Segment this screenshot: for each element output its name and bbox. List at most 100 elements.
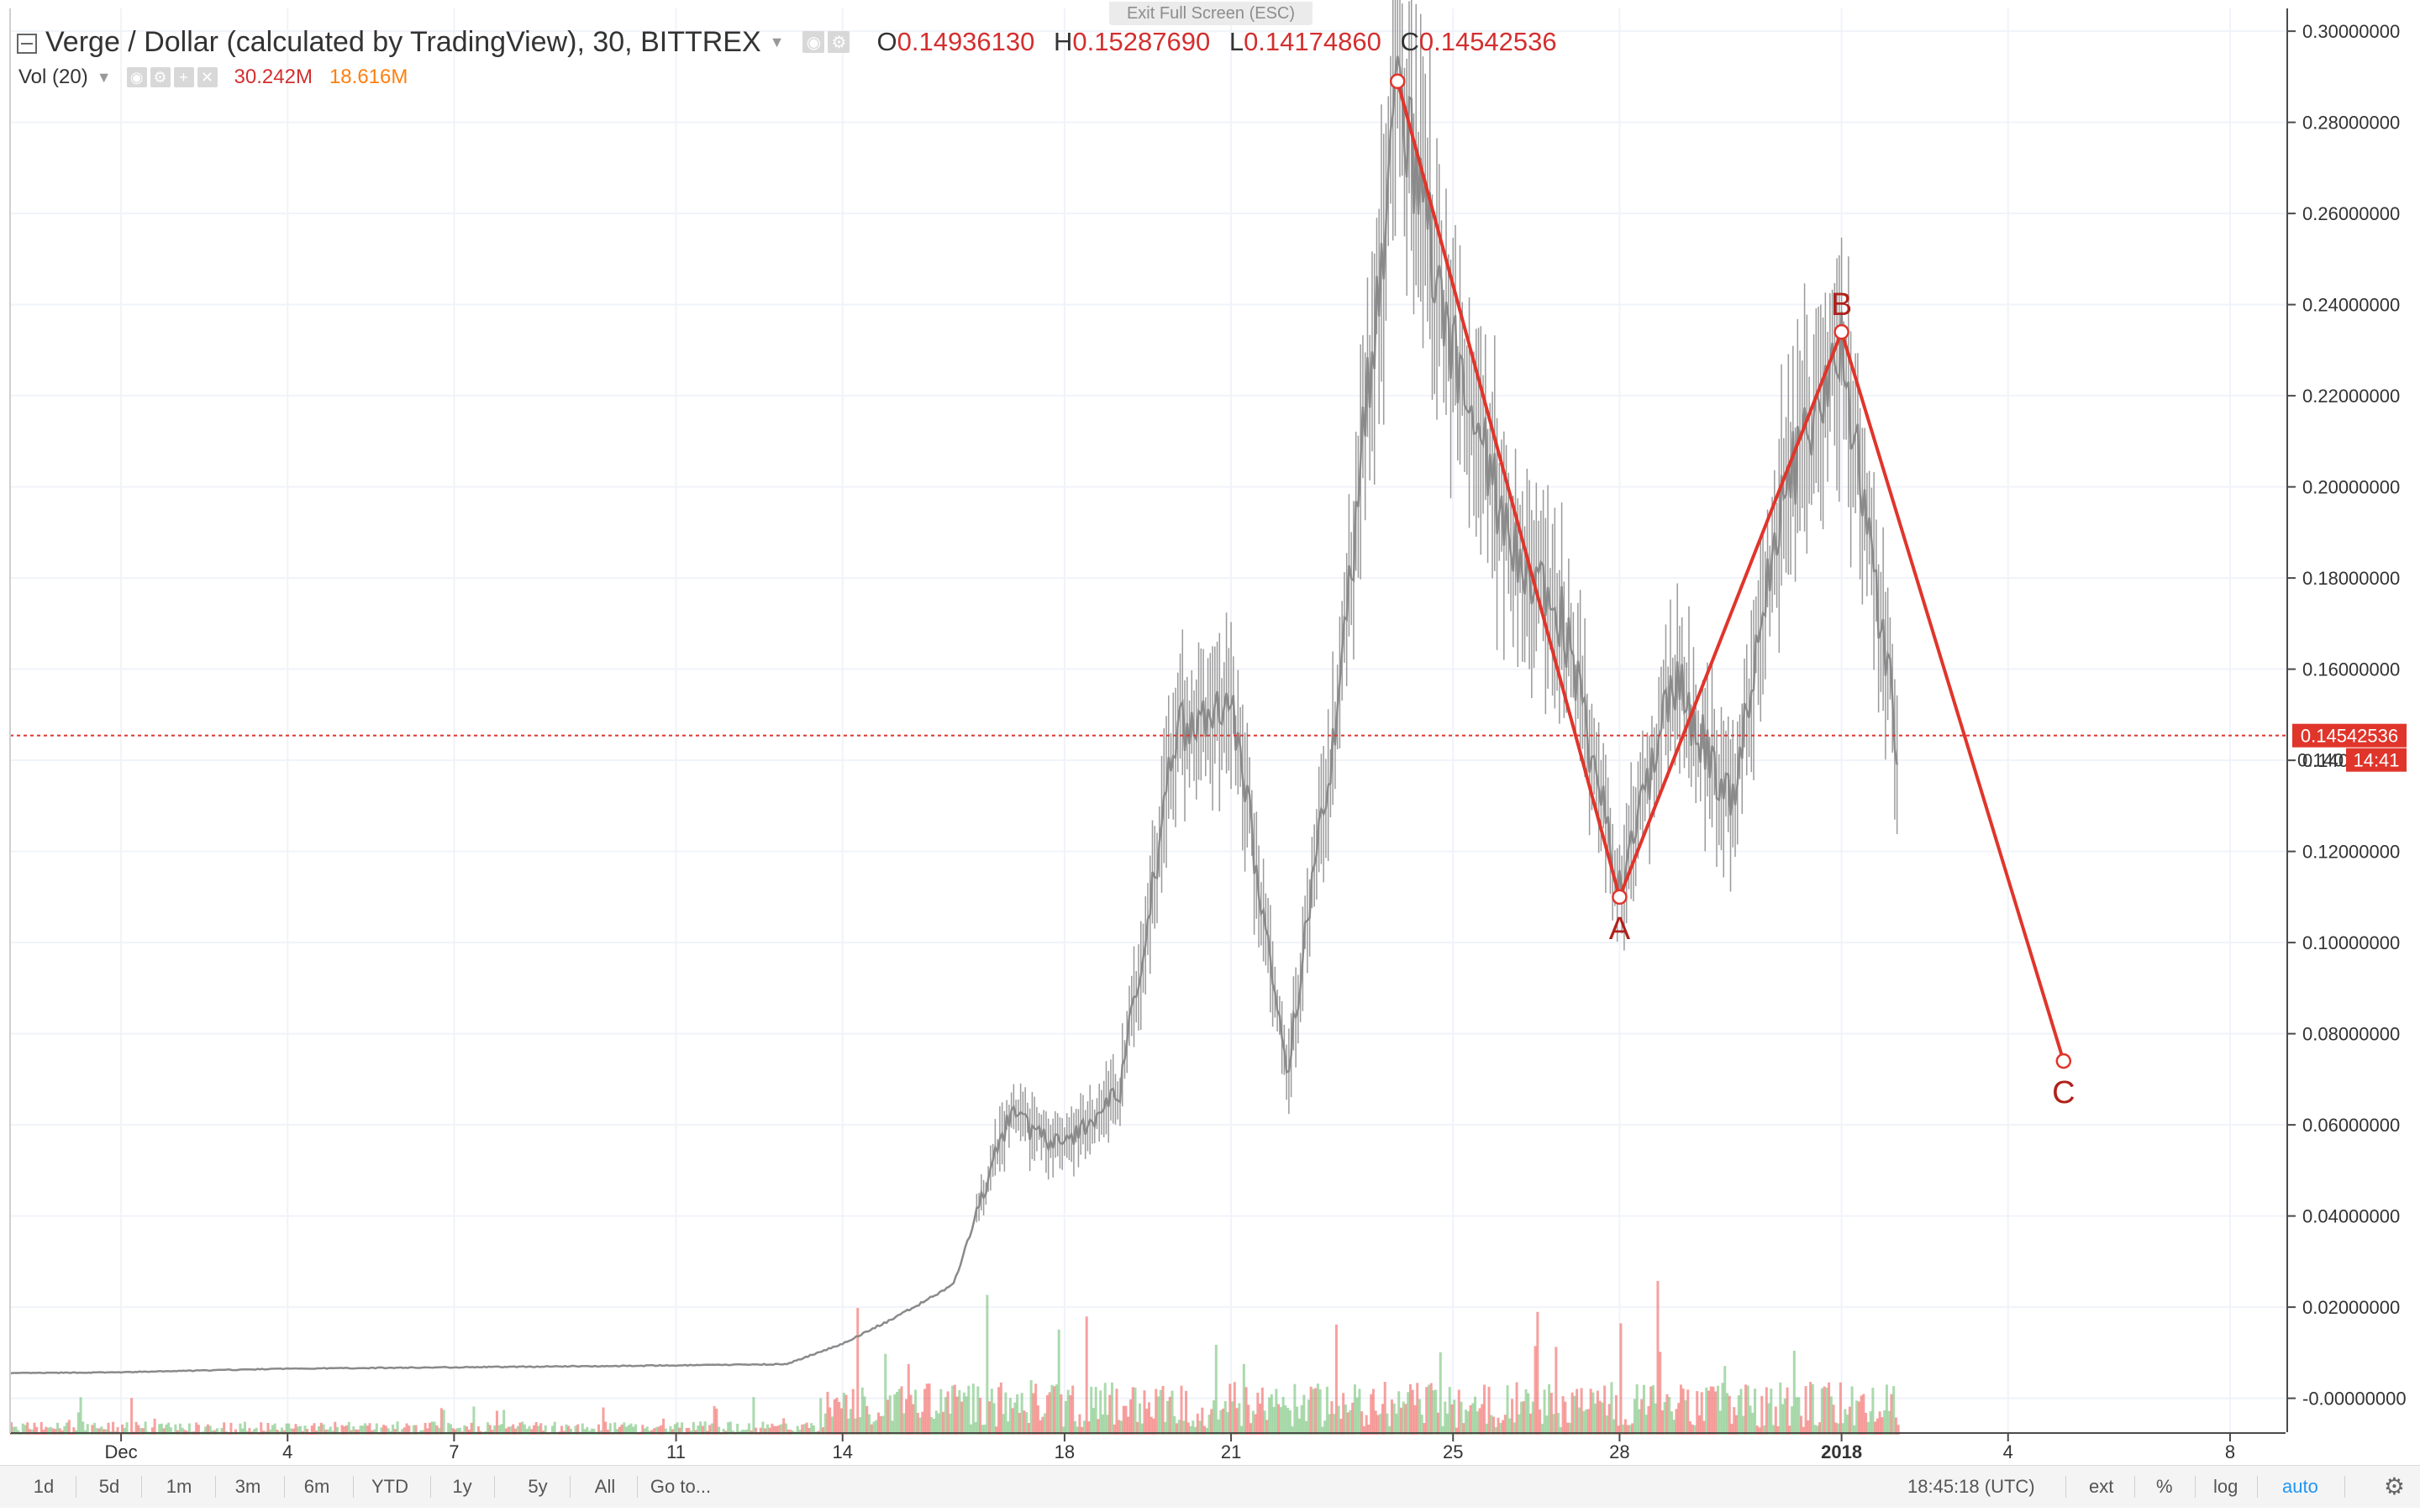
volume-bar [1783,1398,1786,1435]
volume-bar [1437,1412,1440,1435]
symbol-title[interactable]: Verge / Dollar (calculated by TradingVie… [45,25,761,58]
volume-bar [1612,1419,1616,1435]
volume-bar [1586,1409,1590,1435]
goto-button[interactable]: Go to... [650,1476,712,1497]
range-button-ytd[interactable]: YTD [371,1476,408,1497]
range-button-3m[interactable]: 3m [234,1476,261,1497]
volume-bar [1367,1424,1370,1435]
volume-bar [1857,1401,1860,1435]
volume-bar [909,1394,913,1435]
log-toggle[interactable]: log [2213,1476,2238,1497]
volume-bar [1152,1418,1155,1435]
volume-bar [905,1399,908,1435]
volume-bar [1539,1409,1542,1435]
volume-bar [786,1429,790,1435]
volume-bar [273,1423,276,1435]
volume-bar [1293,1383,1297,1435]
volume-bar [1272,1406,1276,1435]
volume-bar [1860,1395,1863,1435]
volume-bar [868,1414,871,1435]
volume-bar [970,1424,973,1435]
chevron-down-icon[interactable]: ▼ [769,33,785,50]
volume-bar [10,1422,13,1435]
volume-bar [39,1422,43,1435]
range-button-1d[interactable]: 1d [33,1476,55,1497]
volume-bar [1512,1422,1516,1435]
volume-bar [877,1412,881,1435]
eye-icon[interactable]: ◉ [802,31,825,53]
pattern-point [1612,889,1628,906]
volume-bar [56,1422,60,1435]
exit-fullscreen-button[interactable]: Exit Full Screen (ESC) [1109,2,1313,25]
volume-bar [1739,1389,1743,1435]
volume-bar [1247,1404,1250,1435]
volume-bar [1490,1415,1493,1435]
range-button-1m[interactable]: 1m [166,1476,192,1497]
volume-bar [1094,1387,1097,1435]
volume-bar [777,1425,781,1435]
volume-bar [493,1425,497,1435]
range-button-5y[interactable]: 5y [528,1476,548,1497]
volume-bar [35,1426,39,1435]
volume-bar [513,1428,517,1435]
volume-bar [1549,1393,1553,1435]
volume-bar [888,1395,892,1435]
volume-bar [1844,1409,1847,1435]
countdown-tag [2346,748,2407,772]
volume-bar [1494,1426,1497,1435]
volume-bar [1577,1407,1581,1435]
volume-bar [1279,1407,1282,1435]
range-button-6m[interactable]: 6m [303,1476,330,1497]
gear-icon[interactable]: ⚙ [828,31,850,53]
volume-bar [1413,1404,1417,1435]
volume-bar [24,1425,27,1435]
volume-bar [1383,1382,1386,1435]
volume-bar [1136,1421,1139,1435]
volume-bar [1256,1392,1260,1435]
plus-icon[interactable]: + [173,67,194,87]
gear-icon[interactable]: ⚙ [150,67,171,87]
range-button-1y[interactable]: 1y [452,1476,472,1497]
gear-icon[interactable]: ⚙ [2383,1473,2405,1499]
volume-bar [1106,1415,1109,1435]
volume-bar [625,1426,629,1435]
eye-icon[interactable]: ◉ [126,67,147,87]
chevron-down-icon[interactable]: ▼ [96,68,112,86]
volume-bar [1527,1393,1530,1435]
volume-bar [1408,1383,1412,1435]
volume-bar [153,1418,156,1435]
volume-bar [1471,1403,1475,1435]
ext-toggle[interactable]: ext [2089,1476,2114,1497]
volume-bar [784,1423,787,1435]
volume-bar [839,1408,843,1435]
volume-bar [1344,1404,1347,1435]
volume-bar [1515,1382,1518,1435]
collapse-legend-icon[interactable] [17,34,37,54]
volume-bar [1874,1421,1877,1435]
volume-bar [463,1425,466,1435]
volume-bar [82,1421,85,1435]
volume-bar [347,1421,350,1435]
volume-bar [1804,1386,1807,1435]
x-tick-label: 8 [2225,1441,2235,1462]
volume-bar [1885,1384,1888,1435]
volume-bar [897,1389,901,1435]
volume-label[interactable]: Vol (20) [18,66,88,88]
volume-bar [1349,1410,1352,1435]
volume-bar [567,1425,571,1435]
volume-bar [916,1412,919,1435]
volume-bar [220,1428,224,1435]
volume-bar [523,1424,526,1435]
volume-bar [539,1423,543,1435]
price-chart[interactable]: A B C 0.30000000 0.28000000 0.26000000 0.2400… [0,0,2420,1466]
volume-bar [1474,1396,1477,1435]
volume-bar [1076,1426,1079,1435]
volume-bar [97,1428,101,1435]
range-button-all[interactable]: All [594,1476,616,1497]
auto-toggle[interactable]: auto [2282,1476,2318,1497]
percent-toggle[interactable]: % [2156,1476,2173,1497]
volume-bar [1726,1393,1729,1435]
volume-bar [999,1382,1002,1435]
range-button-5d[interactable]: 5d [98,1476,120,1497]
close-icon[interactable]: ✕ [197,67,218,87]
